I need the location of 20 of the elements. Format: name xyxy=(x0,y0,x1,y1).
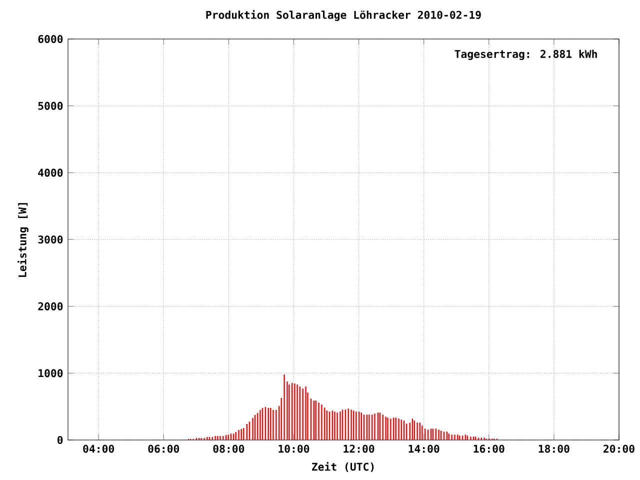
x-tick-label: 20:00 xyxy=(604,444,634,453)
annotation: Tagesertrag: 2.881 kWh xyxy=(454,50,597,60)
y-tick-label: 5000 xyxy=(38,102,63,110)
y-tick-label: 3000 xyxy=(38,235,63,244)
y-tick-label: 2000 xyxy=(38,302,63,310)
y-tick-label: 4000 xyxy=(38,168,63,177)
x-tick-label: 08:00 xyxy=(213,444,244,453)
y-axis-title: Leistung [W] xyxy=(18,203,28,277)
x-tick-label: 16:00 xyxy=(474,444,504,453)
x-axis-title: Zeit (UTC) xyxy=(312,462,374,472)
chart-title: Produktion Solaranlage Löhracker 2010-02-19 xyxy=(206,10,481,21)
x-tick-label: 14:00 xyxy=(408,444,440,453)
x-tick-label: 04:00 xyxy=(83,444,114,453)
y-tick-label: 1000 xyxy=(38,369,63,378)
x-tick-label: 06:00 xyxy=(148,444,180,453)
x-tick-label: 10:00 xyxy=(278,444,310,453)
y-tick-label: 6000 xyxy=(38,34,63,44)
x-tick-label: 18:00 xyxy=(538,444,570,453)
x-tick-label: 12:00 xyxy=(344,444,374,453)
y-tick-label: 0 xyxy=(58,436,63,444)
